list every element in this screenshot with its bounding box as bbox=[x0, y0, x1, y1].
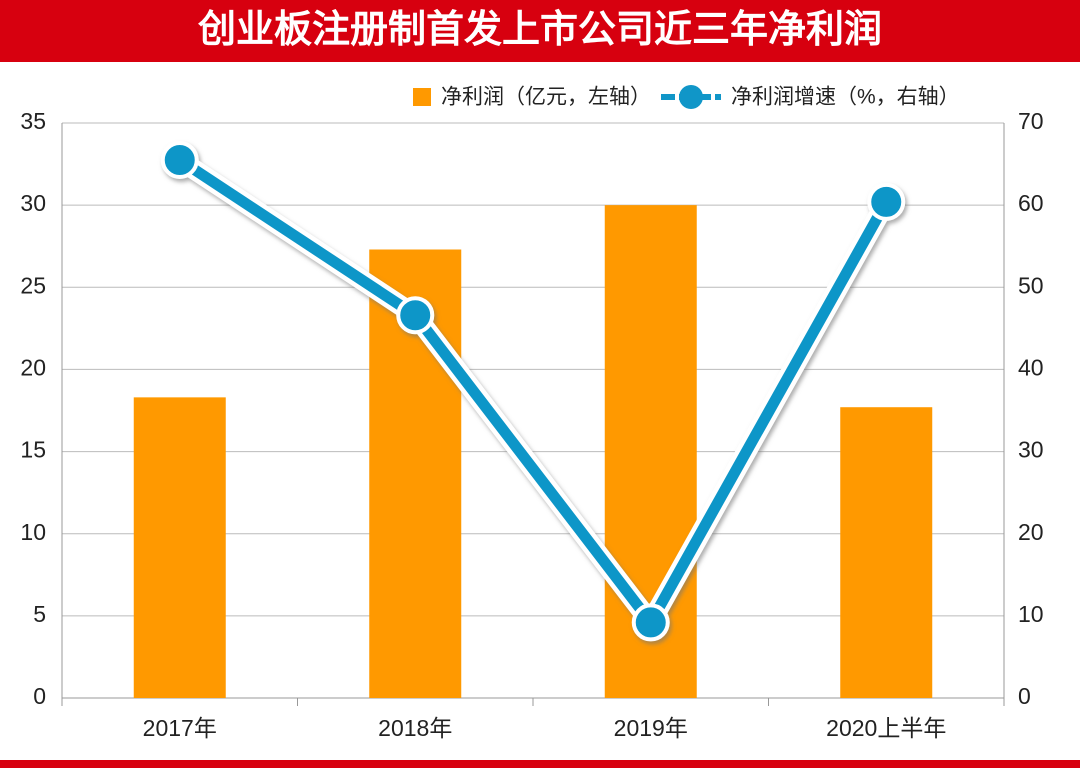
y2-tick-label: 10 bbox=[1018, 601, 1044, 627]
y2-tick-label: 30 bbox=[1018, 437, 1044, 463]
line-marker bbox=[396, 296, 435, 335]
y-tick-label: 20 bbox=[20, 355, 46, 381]
legend-swatch bbox=[679, 85, 703, 109]
y-tick-label: 10 bbox=[20, 519, 46, 545]
y2-tick-label: 50 bbox=[1018, 272, 1044, 298]
line-marker bbox=[160, 140, 199, 179]
line-series bbox=[160, 140, 906, 642]
legend-label: 净利润（亿元，左轴） bbox=[441, 86, 651, 109]
line-marker bbox=[867, 182, 906, 221]
y-tick-label: 30 bbox=[20, 190, 46, 216]
y-tick-label: 5 bbox=[33, 601, 46, 627]
x-tick-label: 2019年 bbox=[614, 715, 688, 741]
labels: 0 5 10 15 20 25 30 35 0 10 20 30 40 50 60 70 2017年 2018年 2… bbox=[20, 108, 1043, 741]
x-tick-label: 2018年 bbox=[378, 715, 452, 741]
line-marker bbox=[631, 603, 670, 642]
chart-title: 创业板注册制首发上市公司近三年净利润 bbox=[198, 9, 882, 51]
title-bar bbox=[0, 0, 1080, 62]
y2-tick-label: 20 bbox=[1018, 519, 1044, 545]
y-tick-label: 0 bbox=[33, 683, 46, 709]
y2-tick-label: 40 bbox=[1018, 355, 1044, 381]
x-tick-label: 2017年 bbox=[143, 715, 217, 741]
bar bbox=[133, 397, 226, 698]
legend-swatch bbox=[413, 88, 431, 106]
y-tick-label: 35 bbox=[20, 108, 46, 134]
y-tick-label: 25 bbox=[20, 272, 46, 298]
lines bbox=[160, 140, 906, 642]
bar bbox=[840, 407, 933, 698]
bottom-bar bbox=[0, 760, 1080, 768]
legend-label: 净利润增速（%，右轴） bbox=[731, 86, 960, 109]
y2-tick-label: 70 bbox=[1018, 108, 1044, 134]
y2-tick-label: 0 bbox=[1018, 683, 1031, 709]
line bbox=[176, 155, 892, 628]
x-tick-label: 2020上半年 bbox=[826, 715, 946, 741]
y2-tick-label: 60 bbox=[1018, 190, 1044, 216]
legend: 净利润（亿元，左轴） 净利润增速（%，右轴） bbox=[413, 85, 960, 109]
y-tick-label: 15 bbox=[20, 437, 46, 463]
